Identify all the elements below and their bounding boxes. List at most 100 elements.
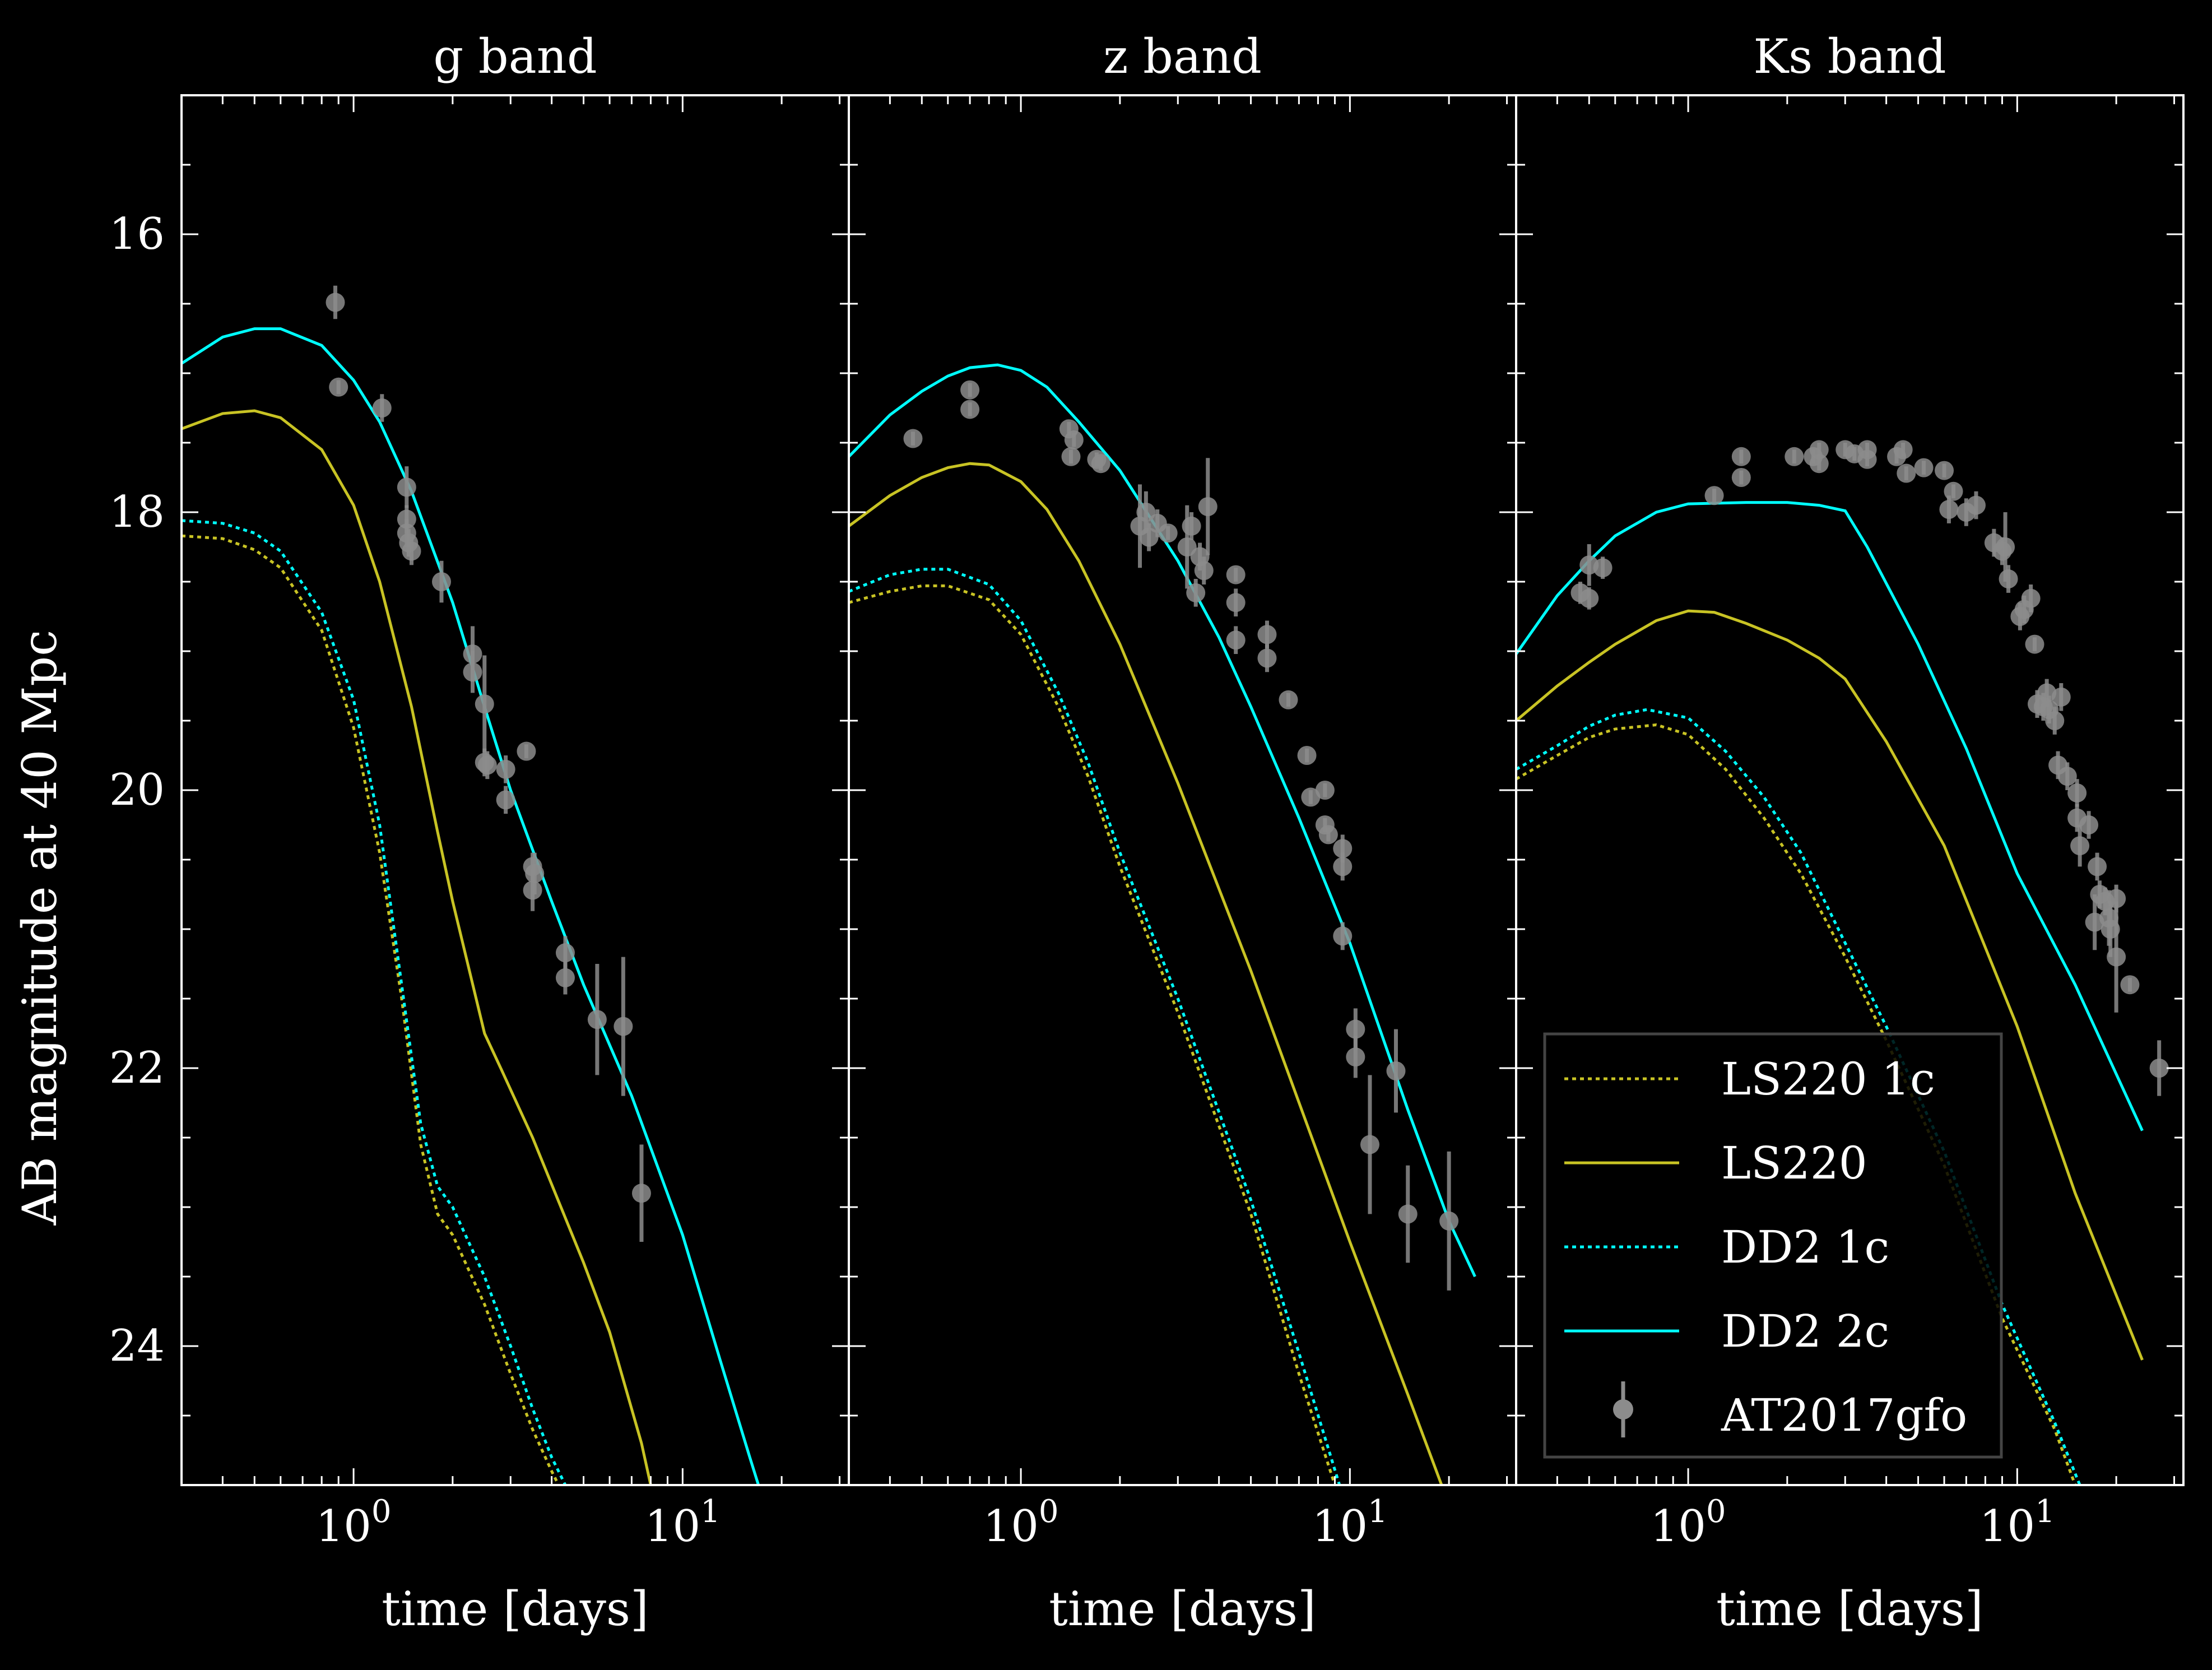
observation-point [372,398,392,418]
observation-point [555,968,575,987]
x-axis-label: time [days] [1049,1581,1316,1636]
legend-label: LS220 1c [1721,1053,1935,1105]
panel-plot-area [182,285,760,1485]
y-axis-label: AB magnitude at 40 Mpc [12,630,67,1226]
series-line-dd2-1c [1516,708,2081,1485]
observation-point [1966,495,1986,515]
observation-point [1593,558,1612,578]
series-line-ls220 [182,409,652,1485]
observation-point [631,1184,651,1203]
observation-point [1398,1204,1418,1224]
observation-point [402,541,421,561]
observation-point [496,790,515,810]
observation-point [2021,588,2041,608]
observation-point [517,741,536,761]
legend: LS220 1c LS220 DD2 1c DD2 2c AT2017gfo [1543,1032,2003,1459]
panel-title: g band [433,29,597,84]
legend-label: LS220 [1721,1137,1867,1189]
observation-point [1999,569,2018,589]
observation-point [1279,690,1298,709]
observation-point [1939,500,1959,519]
observation-point [1346,1019,1365,1039]
y-tick-label: 16 [109,209,165,259]
observation-point [1064,430,1084,450]
observation-point [1935,461,1954,480]
observation-point [1333,839,1353,859]
observation-point [1386,1061,1406,1080]
x-tick-label: 101 [1312,1493,1388,1552]
observation-point [1333,926,1353,946]
observation-point [2051,687,2071,707]
observation-point [1996,537,2015,556]
observation-point [960,400,980,419]
observation-point [1785,447,1804,466]
observation-point [2037,683,2057,703]
series-line-dd2-2c [849,363,1476,1278]
observation-point [1257,648,1277,668]
observation-point [1182,516,1201,536]
observation-point [1297,746,1317,765]
legend-label: AT2017gfo [1721,1389,1967,1441]
legend-label: DD2 2c [1721,1305,1889,1357]
observation-point [1346,1047,1365,1067]
y-tick-label: 22 [109,1043,165,1093]
observation-point [1809,454,1829,474]
observation-point [1731,468,1751,487]
observation-point [2088,857,2107,876]
observation-point [1139,527,1159,547]
observation-point [2107,889,2126,908]
observation-point [1857,449,1877,469]
observation-point [431,572,451,591]
observation-point [1226,565,1246,584]
observation-point [1061,447,1081,466]
observation-point [463,662,482,682]
observation-point [1731,447,1751,466]
y-tick-label: 18 [109,487,165,537]
x-tick-label: 100 [983,1493,1059,1552]
observation-point [1186,583,1206,602]
y-tick-label: 20 [109,765,165,815]
observation-point [1091,454,1110,474]
observation-point [2025,634,2044,654]
observation-point [1198,497,1217,517]
series-line-dd2-1c [849,568,1341,1485]
observation-point [2149,1059,2169,1078]
y-tick-label: 24 [109,1321,165,1371]
panel-title: z band [1103,29,1262,84]
x-axis-label: time [days] [1716,1581,1983,1636]
series-line-dd2-2c [1516,501,2144,1131]
legend-marker-point [1613,1399,1633,1420]
panel-ks-band: Ks band 100 101 time [days] [1515,29,2185,1636]
observation-point [1704,486,1724,505]
observation-point [329,377,348,397]
observation-point [587,1010,607,1029]
observation-point [960,380,980,400]
series-line-ls220-1c [1516,723,2077,1485]
panel-g-band: g band 16 18 20 22 24 100 101 time [days] [109,29,850,1636]
observation-point [2045,711,2065,730]
observation-point [2107,947,2126,967]
observation-point [1194,561,1214,581]
observation-point [1579,588,1599,608]
observation-point [1226,630,1246,650]
observation-point [1439,1211,1459,1231]
observation-point [2079,815,2099,834]
observation-point [1360,1135,1379,1154]
observation-point [1318,825,1338,845]
observation-point [1158,523,1178,543]
x-axis-label: time [days] [382,1581,649,1636]
panel-z-band: z band 100 101 time [days] [848,29,1517,1636]
x-tick-label: 100 [316,1493,392,1552]
observation-point [2057,767,2077,786]
series-line-ls220-1c [182,534,560,1485]
observation-point [1897,463,1916,483]
observation-point [903,429,923,448]
observation-point [525,864,545,883]
x-tick-label: 101 [645,1493,721,1552]
observation-point [1333,857,1353,876]
observation-point [1944,481,1963,501]
x-tick-label: 101 [1979,1493,2055,1552]
observation-point [326,293,345,312]
observation-point [523,880,542,900]
